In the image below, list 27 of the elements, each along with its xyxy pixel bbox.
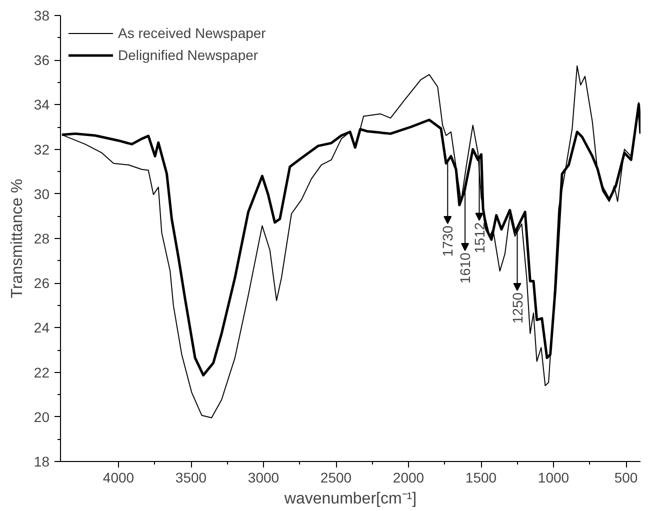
x-tick-label: 3500 xyxy=(175,470,207,486)
y-tick-label: 38 xyxy=(34,8,50,24)
x-tick-label: 3000 xyxy=(248,470,280,486)
annotation: 1512 xyxy=(471,222,488,254)
x-tick-label: 2000 xyxy=(392,470,424,486)
y-tick-label: 22 xyxy=(34,364,50,380)
y-tick-label: 24 xyxy=(34,320,50,336)
annotation: 1610 xyxy=(457,252,474,284)
y-tick-label: 20 xyxy=(34,408,50,425)
x-tick-label: 1000 xyxy=(538,470,570,486)
y-tick-label: 34 xyxy=(34,96,50,113)
y-tick-label: 30 xyxy=(34,186,50,202)
annotation: 1250 xyxy=(509,292,526,324)
x-tick-label: 2500 xyxy=(320,470,352,486)
x-axis-title: wavenumber[cm⁻¹] xyxy=(283,490,417,508)
legend-label: Delignified Newspaper xyxy=(118,47,258,63)
x-tick-label: 500 xyxy=(614,470,638,486)
legend-label: As received Newspaper xyxy=(118,25,266,41)
y-tick-label: 18 xyxy=(34,454,50,470)
annotation: 1730 xyxy=(440,225,456,257)
y-tick-label: 32 xyxy=(34,141,50,158)
x-tick-label: 4000 xyxy=(102,470,134,486)
y-tick-label: 36 xyxy=(34,52,50,68)
y-tick-label: 26 xyxy=(34,275,50,292)
y-axis-title: Transmittance % xyxy=(8,178,26,298)
x-tick-label: 1500 xyxy=(465,470,497,486)
y-tick-label: 28 xyxy=(34,230,50,246)
